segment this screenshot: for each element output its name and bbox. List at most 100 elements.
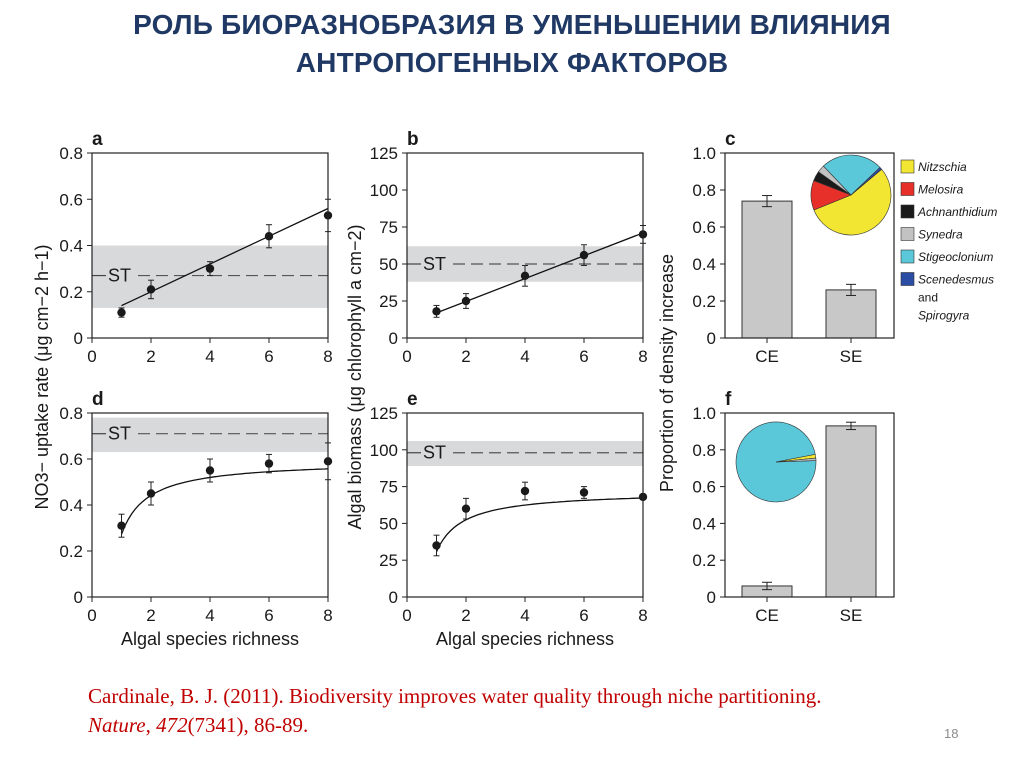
- category-label: SE: [840, 606, 863, 625]
- panel-letter-f: f: [725, 389, 732, 410]
- x-tick-label: 2: [461, 606, 470, 625]
- y-tick-label: 1.0: [692, 404, 716, 423]
- citation-authors: Cardinale, B. J. (2011). Biodiversity im…: [88, 684, 822, 708]
- y-tick-label: 100: [370, 181, 398, 200]
- y-tick-label: 75: [379, 218, 398, 237]
- legend-label: Achnanthidium: [917, 205, 997, 219]
- data-point: [117, 308, 126, 317]
- citation-volume: 472: [156, 713, 188, 737]
- legend-label: Nitzschia: [918, 160, 967, 174]
- pie-slice: [850, 166, 883, 196]
- legend-swatch: [900, 204, 915, 219]
- data-point: [520, 271, 530, 281]
- pie-slice: [822, 154, 881, 196]
- legend-swatch: [900, 272, 915, 286]
- data-point: [264, 232, 274, 241]
- legend-label: Melosira: [918, 183, 964, 197]
- x-tick-label: 6: [579, 606, 588, 625]
- y-tick-label: 25: [379, 292, 398, 311]
- y-tick-label: 125: [370, 404, 398, 423]
- y-tick-label: 0.4: [59, 496, 83, 515]
- y-tick-label: 0.2: [59, 542, 83, 561]
- legend-swatch: [900, 227, 915, 241]
- y-axis-label-be: Algal biomass (μg chlorophyll a cm−2): [345, 225, 365, 530]
- legend-label-and: and: [918, 291, 938, 305]
- fit-line: [121, 207, 329, 307]
- plot-frame: [724, 412, 895, 598]
- legend-label: Spirogyra: [918, 309, 970, 323]
- x-axis-label-right: Algal species richness: [436, 629, 614, 649]
- pie-slice: [775, 457, 817, 463]
- legend-label: Scenedesmus: [918, 273, 994, 287]
- x-tick-label: 6: [264, 347, 273, 366]
- category-label: CE: [755, 606, 779, 625]
- panel-letter-a: a: [92, 129, 103, 150]
- data-point: [520, 486, 530, 496]
- y-tick-label: 0: [707, 588, 716, 607]
- slide-title-line1: РОЛЬ БИОРАЗНОБРАЗИЯ В УМЕНЬШЕНИИ ВЛИЯНИЯ: [133, 9, 891, 40]
- citation: Cardinale, B. J. (2011). Biodiversity im…: [88, 682, 848, 740]
- y-tick-label: 0: [74, 329, 83, 348]
- fit-curve: [120, 468, 329, 535]
- legend-swatch: [900, 159, 915, 174]
- y-tick-label: 50: [379, 514, 398, 533]
- data-point: [579, 250, 589, 260]
- y-tick-label: 0.2: [692, 292, 716, 311]
- x-tick-label: 4: [520, 606, 529, 625]
- y-tick-label: 0.6: [692, 218, 716, 237]
- y-tick-label: 0.6: [692, 478, 716, 497]
- x-tick-label: 4: [205, 606, 214, 625]
- y-tick-label: 0: [389, 329, 398, 348]
- y-axis-label-cf: Proportion of density increase: [657, 254, 677, 492]
- st-label: ST: [108, 266, 131, 286]
- x-tick-label: 2: [461, 347, 470, 366]
- panel-letter-e: e: [407, 389, 418, 410]
- x-tick-label: 6: [264, 606, 273, 625]
- y-tick-label: 100: [370, 441, 398, 460]
- slide-title: РОЛЬ БИОРАЗНОБРАЗИЯ В УМЕНЬШЕНИИ ВЛИЯНИЯ…: [0, 6, 1024, 82]
- bar: [825, 425, 877, 598]
- x-tick-label: 0: [87, 606, 96, 625]
- category-label: CE: [755, 347, 779, 366]
- y-tick-label: 0.8: [692, 441, 716, 460]
- y-tick-label: 1.0: [692, 144, 716, 163]
- panel-letter-d: d: [92, 389, 104, 410]
- page-number: 18: [944, 726, 959, 741]
- bar: [741, 200, 793, 339]
- st-label: ST: [423, 443, 446, 463]
- plot-frame: [724, 152, 895, 339]
- x-tick-label: 0: [402, 606, 411, 625]
- y-tick-label: 0: [389, 588, 398, 607]
- x-tick-label: 4: [205, 347, 214, 366]
- citation-journal: Nature: [88, 713, 146, 737]
- y-tick-label: 75: [379, 478, 398, 497]
- bar: [825, 289, 877, 339]
- panel-letter-c: c: [725, 129, 736, 150]
- category-label: SE: [840, 347, 863, 366]
- legend-swatch: [900, 182, 915, 196]
- y-tick-label: 0.4: [692, 514, 716, 533]
- data-point: [146, 285, 156, 294]
- data-point: [264, 459, 274, 468]
- legend-swatch: [900, 249, 915, 264]
- y-tick-label: 0.6: [59, 450, 83, 469]
- data-point: [205, 264, 215, 273]
- st-label: ST: [108, 424, 131, 444]
- y-tick-label: 25: [379, 551, 398, 570]
- y-tick-label: 125: [370, 144, 398, 163]
- data-point: [117, 521, 126, 530]
- fit-curve: [435, 497, 644, 552]
- x-tick-label: 0: [402, 347, 411, 366]
- pie-slice: [813, 168, 892, 236]
- legend-label: Stigeoclonium: [918, 250, 993, 264]
- y-tick-label: 0.8: [59, 404, 83, 423]
- data-point: [461, 296, 471, 306]
- x-tick-label: 0: [87, 347, 96, 366]
- legend-label: Synedra: [918, 228, 963, 242]
- x-tick-label: 8: [638, 347, 647, 366]
- panel-letter-b: b: [407, 129, 419, 150]
- st-band: [92, 417, 328, 453]
- citation-rest: (7341), 86-89.: [187, 713, 309, 737]
- x-tick-label: 2: [146, 347, 155, 366]
- x-tick-label: 8: [323, 347, 332, 366]
